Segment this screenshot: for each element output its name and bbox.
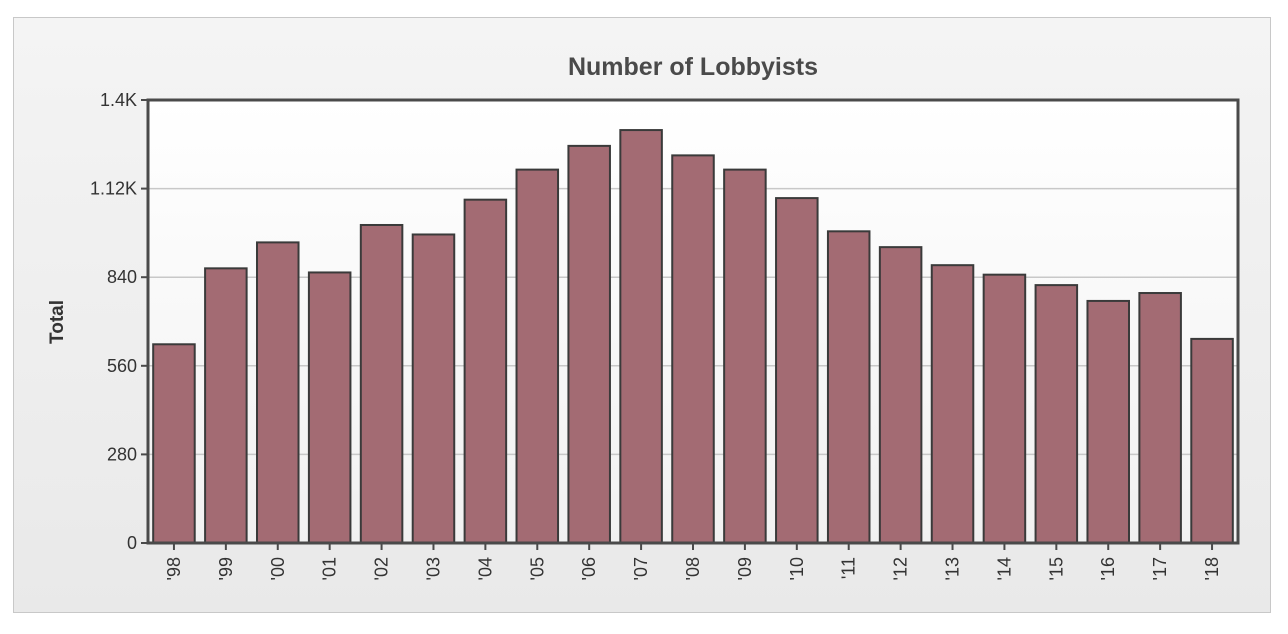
x-tick-label: '15 <box>1046 557 1066 580</box>
x-tick-label: '03 <box>423 557 443 580</box>
bar-11[interactable] <box>826 230 871 544</box>
x-tick-label: '06 <box>579 557 599 580</box>
bar-18[interactable] <box>1190 337 1234 544</box>
x-tick-label: '01 <box>320 557 340 580</box>
x-tick-label: '10 <box>787 557 807 580</box>
x-axis-ticks: '98 '99 '00 '01 '02 '03 '04 '05 '06 '07 '08 '09 '10 '… <box>164 543 1222 580</box>
y-tick-label: 840 <box>107 267 137 287</box>
chart-title: Number of Lobbyists <box>568 53 818 81</box>
y-tick-label: 1.4K <box>100 90 137 110</box>
bar-04[interactable] <box>463 198 508 545</box>
x-tick-label: '11 <box>839 557 859 579</box>
x-tick-label: '09 <box>735 557 755 580</box>
x-tick-label: '02 <box>372 557 392 580</box>
bar-99[interactable] <box>204 267 248 544</box>
y-tick-label: 1.12K <box>90 179 137 199</box>
bar-05[interactable] <box>515 168 560 544</box>
bar-13[interactable] <box>930 264 975 544</box>
x-tick-label: '04 <box>475 557 495 580</box>
y-tick-label: 560 <box>107 356 137 376</box>
x-tick-label: '18 <box>1202 557 1222 580</box>
bar-01[interactable] <box>307 271 352 544</box>
x-tick-label: '00 <box>268 557 288 580</box>
bar-15[interactable] <box>1034 284 1079 544</box>
bar-06[interactable] <box>567 144 611 544</box>
x-tick-label: '08 <box>683 557 703 580</box>
x-tick-label: '99 <box>216 557 236 580</box>
y-axis-title: Total <box>47 300 68 344</box>
x-tick-label: '07 <box>631 557 651 580</box>
x-tick-label: '12 <box>891 557 911 580</box>
bar-02[interactable] <box>359 223 404 544</box>
y-tick-label: 0 <box>127 533 137 553</box>
x-tick-label: '05 <box>527 557 547 580</box>
y-tick-label: 280 <box>107 444 137 464</box>
x-tick-label: '16 <box>1098 557 1118 580</box>
bar-00[interactable] <box>256 241 300 544</box>
x-tick-label: '13 <box>943 557 963 580</box>
x-tick-label: '98 <box>164 557 184 580</box>
bar-98[interactable] <box>152 343 196 545</box>
bar-08[interactable] <box>671 154 715 544</box>
bar-17[interactable] <box>1138 292 1182 544</box>
x-tick-label: '17 <box>1150 557 1170 580</box>
bar-14[interactable] <box>982 273 1027 544</box>
bar-03[interactable] <box>411 233 456 544</box>
y-axis-ticks: 0 280 560 840 1.12K 1.4K <box>90 90 148 553</box>
bar-12[interactable] <box>878 246 923 544</box>
bars <box>152 129 1234 545</box>
bar-07[interactable] <box>619 129 663 545</box>
x-tick-label: '14 <box>994 557 1014 580</box>
bar-10[interactable] <box>775 197 819 544</box>
bar-09[interactable] <box>723 168 767 544</box>
bar-16[interactable] <box>1086 299 1131 544</box>
